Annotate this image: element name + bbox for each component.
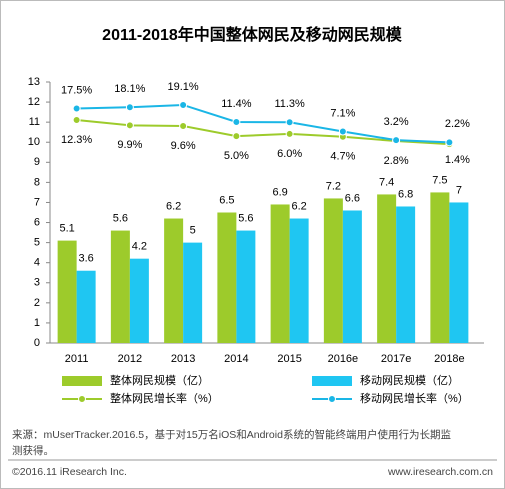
line-label: 18.1% [114,83,145,95]
line-label: 6.0% [277,148,302,160]
y-tick-label: 3 [34,277,40,289]
line-label: 2.8% [384,155,409,167]
x-tick-label: 2013 [171,353,195,365]
bar-label: 5.6 [113,212,128,224]
y-tick-label: 8 [34,176,40,188]
line-label: 2.2% [445,118,470,130]
line-marker [285,129,294,138]
legend-marker [328,395,336,403]
line-label: 5.0% [224,150,249,162]
bar [430,192,450,343]
line-marker [125,121,134,130]
footer-right: www.iresearch.com.cn [387,466,493,478]
y-tick-label: 4 [34,257,40,269]
bar-label: 7.5 [432,174,447,186]
bar [110,230,130,343]
line-label: 19.1% [168,81,199,93]
bar-label: 5.6 [238,212,253,224]
legend-label: 移动网民增长率（%） [360,391,469,405]
x-tick-label: 2017e [381,353,412,365]
bar-label: 6.2 [291,200,306,212]
line-label: 7.1% [330,107,355,119]
x-tick-label: 2016e [328,353,359,365]
line-marker [179,121,188,130]
bar [396,206,416,343]
bar-label: 6.8 [398,188,413,200]
bar-label: 7.2 [326,180,341,192]
line-label: 3.2% [384,116,409,128]
legend-label: 整体网民规模（亿） [110,373,209,387]
y-tick-label: 11 [29,116,40,128]
legend-label: 整体网民增长率（%） [110,391,219,405]
x-tick-label: 2011 [65,353,89,365]
line-marker [72,116,81,125]
line-marker [392,136,401,145]
line-marker [285,118,294,127]
y-tick-label: 13 [28,76,40,88]
bar-label: 3.6 [78,253,93,265]
bar [270,204,290,343]
y-tick-label: 7 [34,196,40,208]
bar-label: 5.1 [59,223,74,235]
x-tick-label: 2012 [118,353,142,365]
y-tick-label: 1 [34,317,40,329]
line-marker [125,103,134,112]
x-tick-label: 2015 [277,353,301,365]
line-marker [338,127,347,136]
bar [449,202,469,343]
legend-marker [78,395,86,403]
bar-label: 6.6 [345,192,360,204]
bar [183,242,203,343]
y-tick-label: 10 [28,136,40,148]
bar-label: 6.9 [272,186,287,198]
bar [377,194,397,343]
y-tick-label: 9 [34,156,40,168]
y-tick-label: 0 [34,337,40,349]
line-label: 9.9% [117,139,142,151]
bar-label: 6.5 [219,194,234,206]
bar [57,240,77,343]
x-tick-label: 2018e [434,353,465,365]
line-marker [232,118,241,127]
source-line: 测获得。 [12,444,54,457]
line-label: 11.3% [274,98,305,110]
line-label: 11.4% [221,98,252,110]
line-marker [445,138,454,147]
y-tick-label: 12 [28,96,40,108]
y-tick-label: 2 [34,297,40,309]
y-tick-label: 6 [34,216,40,228]
legend-swatch [312,376,352,386]
bar-label: 4.2 [132,241,147,253]
line-marker [179,100,188,109]
bar [76,270,96,343]
line-label: 9.6% [171,140,196,152]
source-line: 来源：mUserTracker.2016.5，基于对15万名iOS和Androi… [12,428,451,441]
legend-label: 移动网民规模（亿） [360,373,459,387]
line [76,119,450,146]
legend-swatch [62,376,102,386]
bar [236,230,256,343]
bar-label: 6.2 [166,200,181,212]
line-label: 4.7% [330,151,355,163]
line-label: 17.5% [61,84,92,96]
bar [217,212,237,343]
line-label: 12.3% [61,134,92,146]
footer-left: ©2016.11 iResearch Inc. [12,466,127,478]
x-tick-label: 2014 [224,353,248,365]
bar-label: 7.4 [379,176,394,188]
bar [129,258,149,343]
bar [164,218,184,343]
bar-label: 7 [456,184,462,196]
chart-title: 2011-2018年中国整体网民及移动网民规模 [102,25,403,44]
bar [323,198,343,343]
line-marker [72,104,81,113]
y-tick-label: 5 [34,237,40,249]
line-label: 1.4% [445,154,470,166]
bar-label: 5 [190,225,196,237]
bar [289,218,309,343]
bar [342,210,362,343]
line [76,103,450,144]
line-marker [232,132,241,141]
